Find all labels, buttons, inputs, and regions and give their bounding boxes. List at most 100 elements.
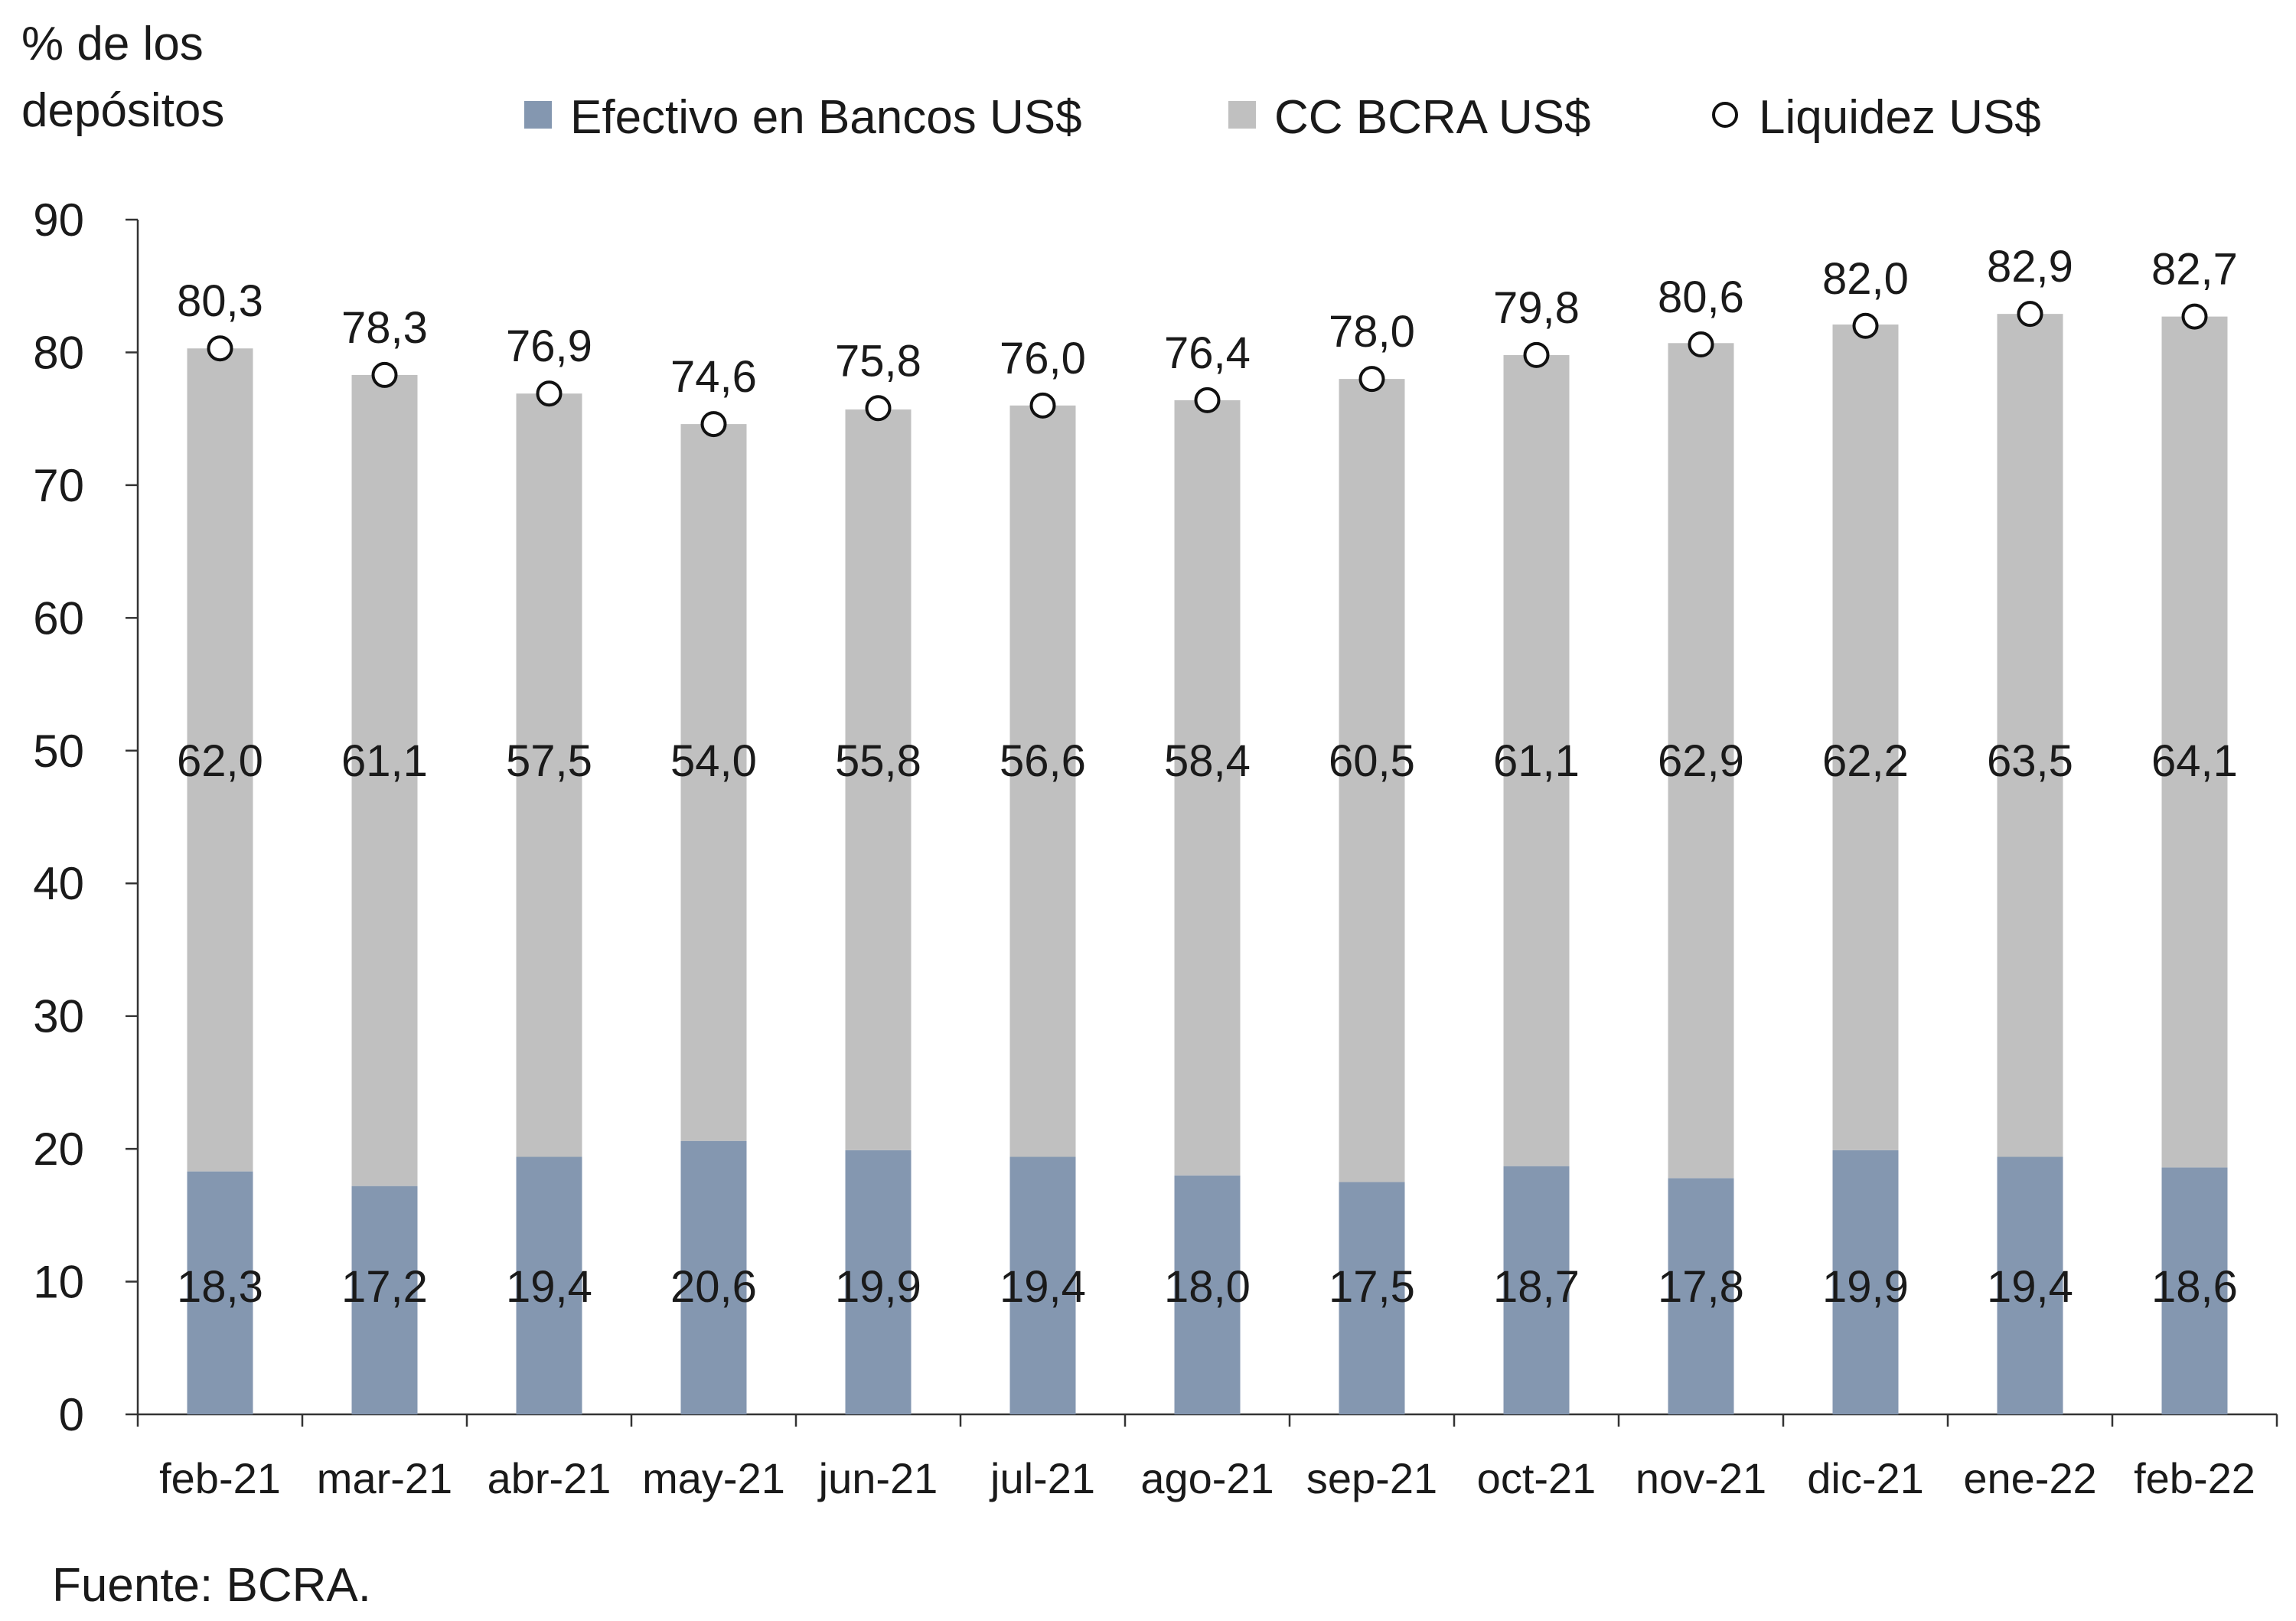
bar-efectivo-bancos — [516, 1156, 582, 1414]
liquidez-marker — [2017, 301, 2043, 328]
liquidez-marker — [536, 380, 563, 407]
legend-swatch — [524, 101, 552, 129]
label-efectivo: 19,4 — [506, 1262, 592, 1312]
x-tick-label: sep-21 — [1306, 1454, 1437, 1502]
label-cc-bcra: 61,1 — [341, 736, 428, 786]
label-liquidez: 78,3 — [341, 303, 428, 353]
liquidez-marker — [371, 361, 398, 388]
y-tick-label: 40 — [33, 858, 84, 909]
y-unit-label-line: % de los — [21, 18, 204, 70]
bar-cc-bcra — [1503, 354, 1570, 1166]
label-efectivo: 19,4 — [1000, 1262, 1086, 1312]
bar-cc-bcra — [1832, 325, 1899, 1150]
bar-efectivo-bancos — [1009, 1156, 1076, 1414]
liquidez-marker — [1688, 331, 1714, 358]
x-tick-label: mar-21 — [317, 1454, 452, 1502]
y-tick-label: 0 — [59, 1389, 84, 1440]
bar-efectivo-bancos — [680, 1140, 747, 1414]
liquidez-marker — [1523, 341, 1550, 368]
label-liquidez: 76,4 — [1164, 328, 1251, 378]
bars — [187, 314, 2228, 1414]
legend-swatch — [1228, 101, 1256, 129]
legend-label: Liquidez US$ — [1759, 91, 2041, 144]
x-tick-label: ene-22 — [1963, 1454, 2096, 1502]
label-cc-bcra: 56,6 — [1000, 736, 1086, 786]
liquidez-marker — [1358, 366, 1385, 393]
label-efectivo: 17,2 — [341, 1262, 428, 1312]
x-tick-label: jun-21 — [817, 1454, 938, 1502]
label-efectivo: 19,9 — [1822, 1262, 1909, 1312]
bar-efectivo-bancos — [1339, 1182, 1405, 1414]
bar-efectivo-bancos — [187, 1171, 253, 1414]
x-tick-label: abr-21 — [488, 1454, 612, 1502]
bar-cc-bcra — [680, 424, 747, 1141]
label-cc-bcra: 63,5 — [1987, 736, 2073, 786]
liquidez-marker — [207, 335, 233, 362]
label-cc-bcra: 58,4 — [1164, 736, 1251, 786]
bar-cc-bcra — [2161, 316, 2228, 1168]
label-efectivo: 20,6 — [670, 1262, 757, 1312]
x-tick-label: oct-21 — [1477, 1454, 1596, 1502]
label-liquidez: 74,6 — [670, 352, 757, 402]
bar-efectivo-bancos — [2161, 1167, 2228, 1414]
label-cc-bcra: 62,9 — [1658, 736, 1744, 786]
bar-efectivo-bancos — [1997, 1156, 2063, 1414]
label-liquidez: 82,0 — [1822, 254, 1909, 304]
legend-label: CC BCRA US$ — [1274, 91, 1590, 144]
label-efectivo: 17,5 — [1329, 1262, 1415, 1312]
x-tick-label: jul-21 — [989, 1454, 1095, 1502]
bar-cc-bcra — [351, 374, 418, 1186]
liquidez-marker — [700, 411, 727, 438]
bar-efectivo-bancos — [1503, 1166, 1570, 1414]
x-tick-label: may-21 — [642, 1454, 785, 1502]
x-tick-label: feb-22 — [2134, 1454, 2255, 1502]
label-cc-bcra: 64,1 — [2151, 736, 2238, 786]
y-tick-label: 60 — [33, 592, 84, 644]
label-liquidez: 76,0 — [1000, 334, 1086, 383]
label-efectivo: 19,4 — [1987, 1262, 2073, 1312]
label-liquidez: 79,8 — [1493, 283, 1580, 333]
bar-cc-bcra — [1668, 343, 1734, 1179]
label-cc-bcra: 54,0 — [670, 736, 757, 786]
label-efectivo: 18,0 — [1164, 1262, 1251, 1312]
bar-efectivo-bancos — [1668, 1178, 1734, 1414]
bar-efectivo-bancos — [845, 1150, 912, 1414]
bar-cc-bcra — [187, 348, 253, 1172]
bar-cc-bcra — [516, 393, 582, 1157]
y-tick-label: 90 — [33, 194, 84, 246]
label-efectivo: 18,3 — [177, 1262, 263, 1312]
x-tick-label: feb-21 — [159, 1454, 281, 1502]
y-tick-label: 10 — [33, 1257, 84, 1308]
bar-efectivo-bancos — [351, 1186, 418, 1414]
label-efectivo: 18,6 — [2151, 1262, 2238, 1312]
liquidez-marker — [2181, 303, 2208, 330]
y-tick-label: 20 — [33, 1124, 84, 1175]
bar-cc-bcra — [1174, 400, 1241, 1176]
liquidez-marker — [1194, 386, 1221, 413]
y-axis: 0 10 20 30 40 50 60 70 80 90 — [33, 194, 139, 1440]
legend: Efectivo en Bancos US$ CC BCRA US$ Liquide… — [524, 91, 2041, 144]
label-liquidez: 82,9 — [1987, 242, 2073, 292]
bar-efectivo-bancos — [1174, 1175, 1241, 1414]
legend-label: Efectivo en Bancos US$ — [570, 91, 1082, 144]
label-liquidez: 80,3 — [177, 276, 263, 326]
x-tick-label: nov-21 — [1636, 1454, 1766, 1502]
bar-efectivo-bancos — [1832, 1150, 1899, 1414]
x-axis: feb-21 mar-21 abr-21 may-21 jun-21 jul-21 ago-… — [136, 1413, 2278, 1502]
bar-cc-bcra — [1339, 379, 1405, 1182]
y-tick-label: 50 — [33, 726, 84, 777]
label-efectivo: 18,7 — [1493, 1262, 1580, 1312]
legend-swatch — [1712, 102, 1738, 128]
label-cc-bcra: 62,2 — [1822, 736, 1909, 786]
label-liquidez: 78,0 — [1329, 307, 1415, 357]
source-note: Fuente: BCRA. — [52, 1559, 371, 1612]
liquidez-marker — [1852, 312, 1879, 339]
label-liquidez: 76,9 — [506, 321, 592, 371]
label-cc-bcra: 55,8 — [835, 736, 921, 786]
label-cc-bcra: 62,0 — [177, 736, 263, 786]
bar-cc-bcra — [1997, 314, 2063, 1157]
x-tick-label: ago-21 — [1140, 1454, 1274, 1502]
y-tick-label: 80 — [33, 327, 84, 378]
label-cc-bcra: 57,5 — [506, 736, 592, 786]
